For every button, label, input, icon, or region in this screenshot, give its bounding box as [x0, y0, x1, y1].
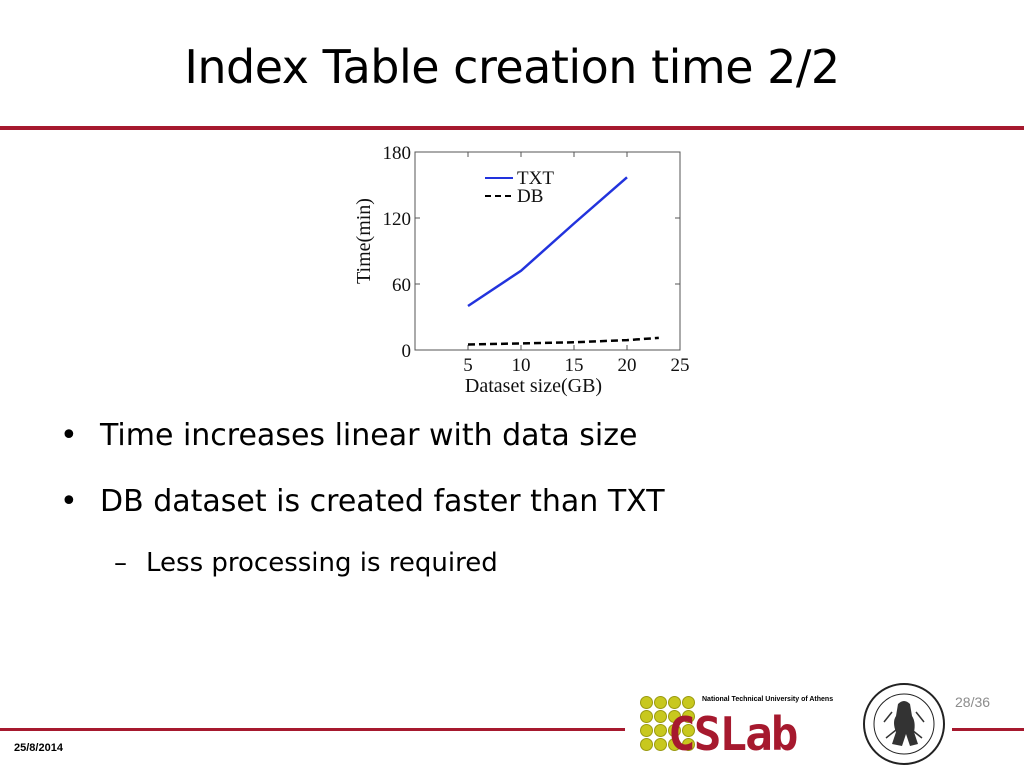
- y-tick-label: 60: [392, 275, 411, 296]
- legend-label: DB: [517, 186, 543, 207]
- bullet-item: • Time increases linear with data size: [60, 418, 637, 453]
- slide-date: 25/8/2014: [14, 742, 63, 754]
- logo-dot: [654, 710, 667, 723]
- page-number: 28/36: [955, 694, 991, 710]
- x-tick-label: 10: [512, 355, 531, 376]
- sub-bullet-text: Less processing is required: [146, 548, 498, 578]
- logo-dot: [668, 710, 681, 723]
- logo-dot: [668, 724, 681, 737]
- x-tick-label: 15: [565, 355, 584, 376]
- sub-bullet-item: – Less processing is required: [114, 548, 498, 578]
- dot-grid-icon: [640, 696, 698, 756]
- bullet-icon: •: [60, 418, 78, 453]
- footer-divider: [0, 728, 625, 731]
- cslab-logo: National Technical University of Athens …: [640, 690, 855, 760]
- footer-divider-right: [952, 728, 1024, 731]
- bullet-text: Time increases linear with data size: [100, 418, 638, 453]
- chart: 5 10 15 20 25 0 60 120 180 Dataset size(GB) Time(m…: [345, 140, 705, 400]
- x-tick-label: 5: [463, 355, 473, 376]
- logo-dot: [640, 724, 653, 737]
- bullet-icon: •: [60, 484, 78, 519]
- university-seal-icon: [863, 683, 945, 765]
- logo-dot: [654, 696, 667, 709]
- logo-dot: [668, 738, 681, 751]
- y-tick-label: 0: [402, 341, 412, 362]
- y-tick-label: 120: [383, 209, 412, 230]
- y-tick-label: 180: [383, 143, 412, 164]
- logo-dot: [682, 724, 695, 737]
- logo-dot: [654, 724, 667, 737]
- dash-icon: –: [114, 548, 127, 578]
- plot-frame: [414, 151, 681, 351]
- logo-dot: [668, 696, 681, 709]
- x-tick-label: 20: [618, 355, 637, 376]
- logo-dot: [682, 696, 695, 709]
- logo-dot: [640, 738, 653, 751]
- university-name: National Technical University of Athens: [702, 696, 834, 703]
- bullet-text: DB dataset is created faster than TXT: [100, 484, 665, 519]
- line-chart: 5 10 15 20 25 0 60 120 180 Dataset size(GB) Time(m…: [353, 143, 690, 397]
- series-line-db: [467, 336, 659, 346]
- legend-label: TXT: [517, 168, 554, 189]
- logo-dot: [682, 738, 695, 751]
- logo-dot: [654, 738, 667, 751]
- y-axis-label: Time(min): [353, 198, 375, 284]
- x-tick-label: 25: [671, 355, 690, 376]
- bullet-item: • DB dataset is created faster than TXT: [60, 484, 665, 519]
- logo-dot: [640, 696, 653, 709]
- x-axis-label: Dataset size(GB): [465, 375, 602, 397]
- title-divider: [0, 126, 1024, 130]
- logo-dot: [640, 710, 653, 723]
- lab-name: CSLab: [668, 707, 798, 761]
- series-line-txt: [467, 176, 628, 308]
- slide-title: Index Table creation time 2/2: [184, 40, 840, 94]
- logo-dot: [682, 710, 695, 723]
